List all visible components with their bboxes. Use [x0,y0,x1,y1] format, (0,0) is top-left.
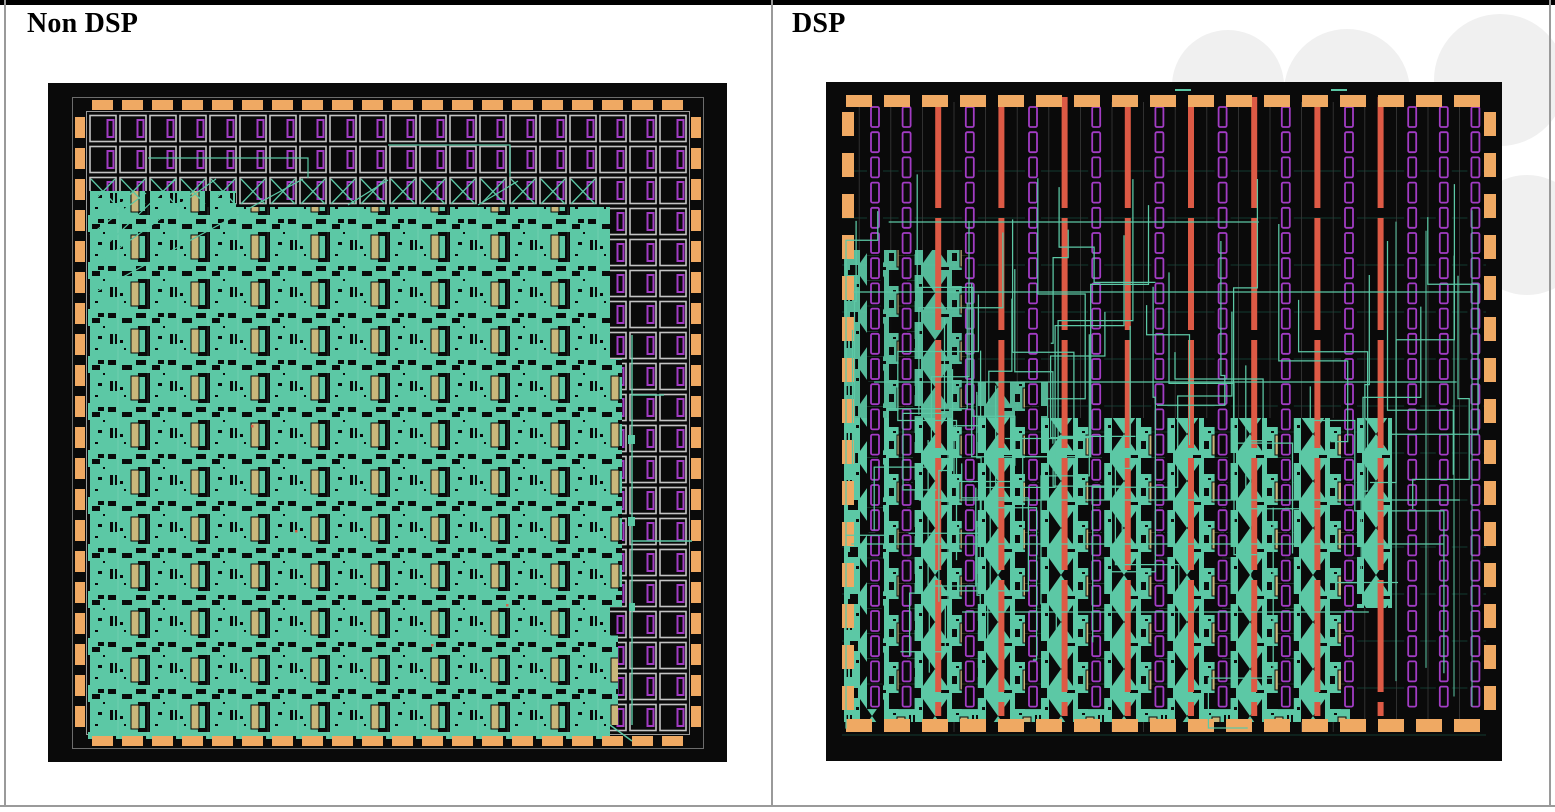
io-pad-ring [842,95,1496,732]
panel-title-non-dsp: Non DSP [27,8,139,39]
table-border-top [0,0,1555,5]
routed-region [88,191,622,739]
dsp-columns [935,97,1384,716]
table-cell-dsp: DSP [773,5,1550,806]
table-border-bottom [0,805,1555,807]
fpga-layout-non-dsp [48,83,727,762]
routing-wires [89,144,692,742]
table-cell-non-dsp: Non DSP [6,5,771,806]
table-divider [771,0,773,807]
panel-title-dsp: DSP [792,8,846,39]
table-border-right [1549,0,1551,807]
routing-wires [845,89,1479,729]
table-border-left [4,0,6,807]
io-pad-ring [75,100,701,746]
fpga-layout-dsp [826,82,1502,761]
